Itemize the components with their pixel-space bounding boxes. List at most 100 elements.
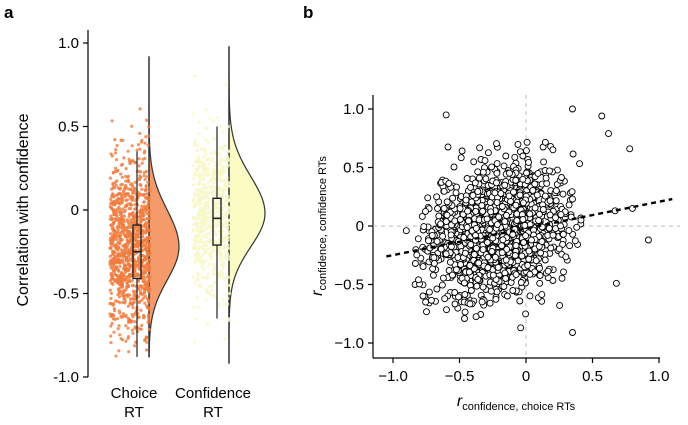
panel-a-jitter-point xyxy=(201,167,205,172)
panel-b-outlier-point xyxy=(442,111,450,119)
panel-a-jitter-point xyxy=(142,200,146,204)
panel-a-jitter-point xyxy=(124,235,128,239)
panel-a-jitter-point xyxy=(126,295,130,299)
panel-a-jitter-point xyxy=(136,242,140,246)
panel-a-jitter-point xyxy=(201,276,205,280)
panel-a-jitter-point xyxy=(120,182,124,187)
panel-a-jitter-point xyxy=(217,178,221,182)
panel-a-jitter-points xyxy=(108,74,232,358)
panel-a-jitter-point xyxy=(194,278,198,283)
panel-a-jitter-point xyxy=(201,225,205,229)
panel-a-jitter-point xyxy=(202,204,206,208)
panel-b-scatter-point xyxy=(460,279,468,287)
panel-a-jitter-point xyxy=(113,279,117,283)
panel-a-jitter-point xyxy=(127,215,131,219)
panel-a-jitter-point xyxy=(222,202,226,206)
panel-a-jitter-point xyxy=(206,167,210,171)
panel-a-jitter-point xyxy=(224,157,228,161)
panel-a-jitter-point xyxy=(208,116,212,120)
panel-a-jitter-point xyxy=(214,233,218,237)
panel-b-outlier-point xyxy=(598,112,606,120)
panel-a-jitter-point xyxy=(137,285,141,289)
panel-b-scatter-point xyxy=(565,227,573,235)
panel-a-jitter-point xyxy=(119,251,123,255)
panel-a-jitter-point xyxy=(221,264,225,268)
panel-a-jitter-point xyxy=(113,229,117,233)
panel-a-jitter-point xyxy=(129,272,133,277)
panel-a-x-label-confidence: RT xyxy=(203,404,223,421)
panel-a-jitter-point xyxy=(118,311,122,315)
panel-a-y-tick-label: 0.5 xyxy=(58,119,79,136)
panel-b-scatter-point xyxy=(512,242,520,250)
panel-b-scatter-point xyxy=(443,198,451,206)
panel-b-scatter-point xyxy=(552,197,560,205)
panel-a-jitter-point xyxy=(198,239,203,243)
panel-a-jitter-point xyxy=(227,184,231,188)
panel-a-jitter-point xyxy=(121,230,125,234)
panel-b-scatter-point xyxy=(474,275,482,283)
panel-a-jitter-point xyxy=(111,241,115,245)
panel-a-jitter-point xyxy=(127,278,132,282)
panel-a-jitter-point xyxy=(191,183,196,187)
panel-b-scatter-point xyxy=(569,150,577,158)
panel-b-scatter-point xyxy=(462,196,470,204)
panel-a-jitter-point xyxy=(193,258,198,262)
panel-a-jitter-point xyxy=(223,183,227,187)
panel-b-scatter-point xyxy=(509,287,517,294)
panel-a-jitter-point xyxy=(212,246,216,251)
panel-a-jitter-point xyxy=(143,237,147,241)
panel-a-jitter-point xyxy=(146,320,150,324)
panel-a-jitter-point xyxy=(112,233,116,237)
panel-a-jitter-point xyxy=(191,164,195,168)
panel-b-scatter-point xyxy=(465,217,472,225)
panel-a-jitter-point xyxy=(133,320,137,324)
panel-b-scatter-point xyxy=(433,237,441,245)
panel-a-jitter-point xyxy=(141,313,146,317)
panel-a-jitter-point xyxy=(146,143,150,147)
panel-a-jitter-point xyxy=(192,340,197,344)
panel-a-jitter-point xyxy=(138,218,143,222)
panel-b-scatter-point xyxy=(501,218,509,226)
panel-a-jitter-point xyxy=(140,298,144,302)
panel-a-jitter-point xyxy=(144,230,148,234)
panel-a-jitter-point xyxy=(214,225,218,229)
panel-a-jitter-point xyxy=(200,201,204,206)
panel-a-jitter-point xyxy=(208,262,212,266)
panel-a-jitter-point xyxy=(205,276,209,280)
panel-a-jitter-point xyxy=(144,335,148,339)
panel-a-jitter-point xyxy=(220,255,224,259)
panel-a-jitter-point xyxy=(124,324,128,328)
panel-b-scatter-point xyxy=(503,292,511,300)
panel-a-jitter-point xyxy=(109,291,113,295)
panel-b-scatter-point xyxy=(511,153,519,161)
panel-a-jitter-point xyxy=(210,294,214,298)
panel-a-jitter-point xyxy=(114,261,118,265)
panel-a-jitter-point xyxy=(219,124,223,128)
panel-a-jitter-point xyxy=(206,247,210,251)
panel-b-scatter-point xyxy=(493,199,501,207)
panel-a-jitter-point xyxy=(125,281,129,285)
panel-a-jitter-point xyxy=(204,137,208,142)
panel-a-jitter-point xyxy=(136,256,140,260)
panel-a-jitter-point xyxy=(136,225,140,229)
panel-a-jitter-point xyxy=(201,234,205,238)
panel-b-scatter-point xyxy=(465,268,473,276)
panel-a-jitter-point xyxy=(108,302,112,306)
panel-b-scatter-point xyxy=(502,152,510,160)
panel-a-jitter-point xyxy=(111,282,115,286)
panel-b-scatter-point xyxy=(525,255,533,263)
panel-a-jitter-point xyxy=(116,218,120,222)
panel-b-scatter-point xyxy=(487,208,495,216)
panel-a-jitter-point xyxy=(147,266,152,270)
panel-a-jitter-point xyxy=(108,205,112,209)
panel-b-scatter-point xyxy=(425,288,433,296)
panel-a-jitter-point xyxy=(145,340,149,344)
panel-a-jitter-point xyxy=(110,321,114,325)
panel-a-jitter-point xyxy=(146,180,150,184)
panel-a-jitter-point xyxy=(129,160,133,165)
panel-b-scatter-point xyxy=(523,147,530,155)
panel-a-jitter-point xyxy=(126,226,130,230)
panel-a-jitter-point xyxy=(111,317,116,321)
panel-b-scatter-point xyxy=(484,264,492,272)
panel-a-jitter-point xyxy=(145,248,149,252)
